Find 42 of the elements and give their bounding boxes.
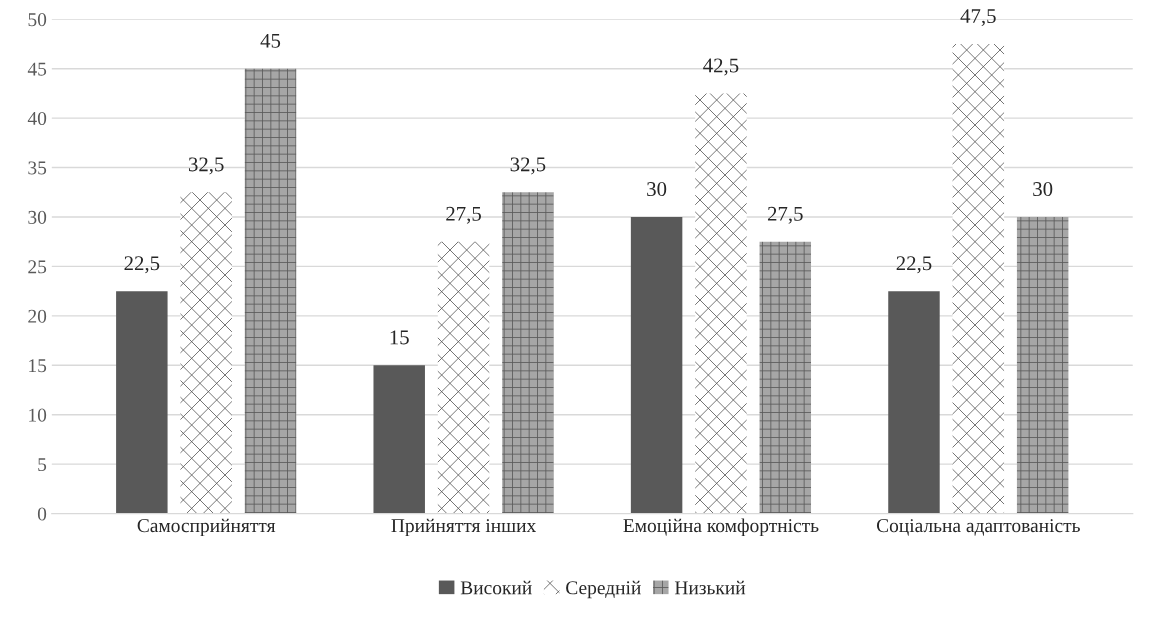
data-label: 30 (1033, 182, 1053, 197)
data-label: 27,5 (446, 206, 481, 224)
data-label: 15 (390, 330, 409, 345)
x-tick-label: Прийняття інших (391, 518, 536, 537)
y-tick-label: 45 (27, 62, 47, 76)
data-label: 42,5 (703, 58, 739, 76)
bar (244, 68, 297, 514)
data-label: 22,5 (896, 256, 932, 274)
y-tick-label: 0 (37, 507, 47, 521)
y-tick-label: 20 (28, 309, 47, 323)
y-tick-label: 30 (28, 210, 47, 224)
bar (695, 93, 747, 514)
bar (116, 291, 168, 514)
data-label: 47,5 (960, 9, 996, 27)
y-tick-label: 5 (38, 458, 47, 472)
y-tick-label: 35 (28, 161, 47, 175)
legend-label: Високий (460, 580, 532, 595)
bar (437, 241, 490, 514)
data-label: 32,5 (188, 157, 224, 175)
data-label: 32,5 (510, 157, 546, 175)
bar (759, 241, 812, 514)
bar (502, 192, 554, 514)
y-tick-label: 10 (29, 408, 47, 422)
data-label: 27,5 (767, 206, 803, 224)
y-tick-label: 40 (27, 111, 47, 126)
data-label: 30 (647, 182, 667, 197)
bar (373, 365, 425, 514)
x-tick-label: Самосприйняття (137, 518, 276, 537)
legend-label: Середній (566, 580, 641, 599)
y-tick-label: 25 (28, 260, 47, 274)
bar (888, 291, 940, 514)
y-tick-label: 15 (29, 359, 47, 373)
y-tick-label: 50 (28, 13, 47, 27)
bar (630, 217, 683, 514)
data-label: 22,5 (124, 256, 160, 274)
bar (1016, 217, 1069, 514)
legend-label: Низький (674, 580, 746, 595)
data-label: 45 (260, 33, 281, 48)
x-tick-label: Емоційна комфортність (623, 518, 819, 537)
bar (180, 192, 232, 514)
bar (952, 43, 1005, 514)
x-tick-label: Соціальна адаптованість (876, 519, 1080, 536)
